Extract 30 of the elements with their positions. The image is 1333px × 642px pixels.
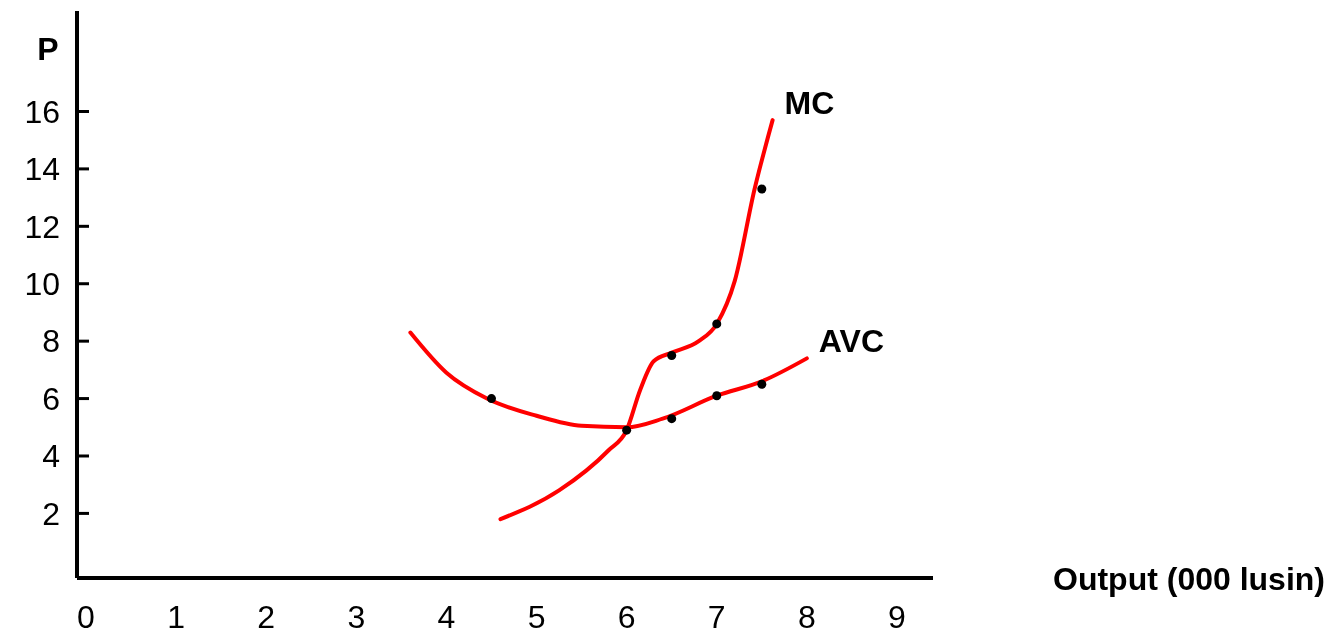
y-tick-label: 2	[42, 495, 60, 532]
x-tick-label: 7	[707, 599, 726, 635]
x-tick-label: 0	[77, 599, 95, 635]
x-tick-label: 1	[167, 599, 186, 635]
x-tick-label: 3	[347, 599, 366, 635]
y-tick-label: 4	[42, 438, 60, 475]
x-axis-title: Output (000 lusin)	[1053, 561, 1325, 597]
y-tick-label: 14	[24, 151, 60, 188]
point	[667, 351, 677, 361]
x-tick-label: 4	[437, 599, 456, 635]
series-label: AVC	[818, 323, 885, 360]
x-tick-label: 8	[797, 599, 816, 635]
y-tick-label: 8	[42, 323, 60, 360]
x-tick-label: 2	[257, 599, 276, 635]
point	[712, 391, 722, 401]
point	[757, 184, 767, 194]
point	[622, 425, 632, 435]
series-label: MC	[784, 85, 835, 122]
point	[667, 414, 677, 424]
y-tick-label: 12	[24, 208, 60, 245]
point	[757, 379, 767, 389]
x-tick-label: 9	[888, 599, 906, 635]
y-tick-label: 10	[24, 265, 60, 302]
point	[486, 394, 496, 404]
y-tick-label: 6	[42, 380, 60, 417]
x-tick-label: 6	[617, 599, 636, 635]
x-tick-label: 5	[527, 599, 546, 635]
point	[712, 319, 722, 329]
y-tick-label: 16	[24, 93, 60, 130]
y-axis-title: P	[37, 31, 59, 67]
